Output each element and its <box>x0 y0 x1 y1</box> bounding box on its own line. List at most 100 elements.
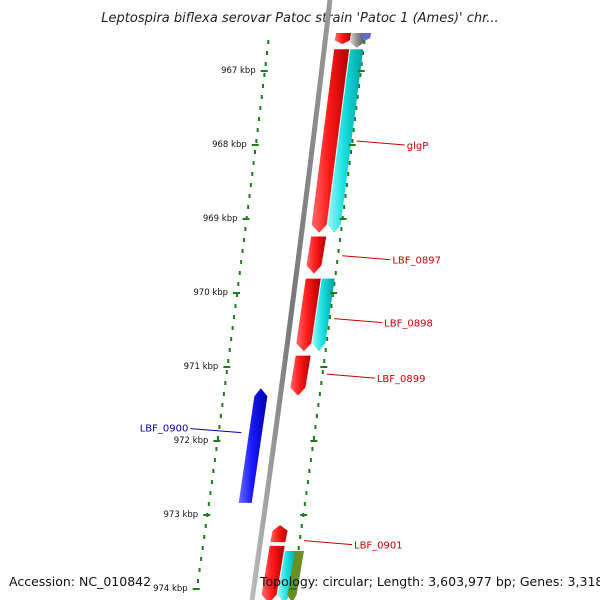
left-guide-dot <box>209 491 212 495</box>
right-guide-dot <box>326 337 329 341</box>
left-guide-dot <box>247 205 250 209</box>
right-guide-dot <box>345 183 348 187</box>
tick-marks: 967 kbp 968 kbp 969 kbp 970 kbp 971 kbp 972 k… <box>153 66 365 594</box>
gene-feature-rev-cds <box>238 388 268 503</box>
gene-label: LBF_0901 <box>354 541 403 552</box>
right-guide-dot <box>337 249 340 253</box>
gene-feature-fwd-cds <box>311 49 350 233</box>
gene-feature-fwd-cds <box>261 545 285 600</box>
tick-mark <box>339 218 347 220</box>
left-guide-dot <box>230 337 233 341</box>
tick-label: 972 kbp <box>174 436 209 446</box>
right-guide-dot <box>354 117 357 121</box>
gene-feature-fwd-cds <box>296 278 321 352</box>
right-guide-dot <box>331 293 334 297</box>
left-guide-dot <box>240 260 243 264</box>
left-guide-dot <box>207 502 210 506</box>
left-guide-dot <box>224 381 227 385</box>
right-guide-dot <box>336 260 339 264</box>
right-guide-dot <box>333 282 336 286</box>
right-guide-dot <box>329 315 332 319</box>
left-guide-dot <box>198 568 201 572</box>
right-guide-dot <box>309 458 312 462</box>
left-guide-dot <box>201 546 204 550</box>
right-guide-dot <box>330 304 333 308</box>
right-guide-dot <box>360 62 363 66</box>
tick-label: 969 kbp <box>203 214 238 224</box>
gene-feature-fwd-gene <box>277 551 298 600</box>
accession-text: Accession: NC_010842 <box>9 574 152 589</box>
right-guide-dot <box>350 150 352 154</box>
left-guide-dot <box>210 480 213 484</box>
left-guide-dot <box>264 62 267 66</box>
left-guide-dot <box>244 227 247 231</box>
left-guide-dot <box>256 128 259 132</box>
right-guide-dot <box>312 436 315 440</box>
right-guide-dot <box>351 139 354 143</box>
right-guide-dot <box>305 491 308 495</box>
right-guide-dot <box>334 271 337 275</box>
right-guide-dot <box>324 348 327 352</box>
right-guide-dot <box>343 205 346 209</box>
tick-mark <box>251 144 259 146</box>
left-guide-dot <box>204 524 207 528</box>
right-guide-dot <box>303 502 306 506</box>
left-guide-dot <box>234 304 237 308</box>
label-leader-line <box>334 318 383 324</box>
genome-stats-text: Topology: circular; Length: 3,603,977 bp… <box>260 574 600 589</box>
tick-mark <box>213 440 221 442</box>
gene-label: LBF_0899 <box>377 374 426 385</box>
tick-mark <box>310 440 318 442</box>
left-guide-dot <box>200 557 203 561</box>
label-leader-line <box>356 140 405 146</box>
left-guide-dot <box>233 315 236 319</box>
left-guide-dot <box>242 238 245 242</box>
right-guide-dot <box>308 469 311 473</box>
gc-guide-lines <box>197 40 366 583</box>
tick-mark <box>203 514 211 516</box>
left-guide-dot <box>260 95 263 99</box>
left-guide-dot <box>231 326 234 330</box>
right-guide-dot <box>356 95 359 99</box>
right-guide-dot <box>352 128 355 132</box>
tick-label: 974 kbp <box>153 584 188 594</box>
label-leader-line <box>190 428 242 434</box>
left-guide-dot <box>267 40 270 44</box>
right-guide-dot <box>340 227 343 231</box>
left-guide-dot <box>241 249 244 253</box>
backbone-line <box>249 0 333 600</box>
tick-mark <box>260 70 268 72</box>
left-guide-dot <box>225 370 228 374</box>
gene-feature-fwd-gene <box>350 33 366 48</box>
left-guide-dot <box>258 117 261 121</box>
gene-feature-fwd-misc <box>361 33 372 41</box>
left-guide-dot <box>262 84 265 88</box>
left-guide-dot <box>259 106 262 110</box>
right-guide-dot <box>347 172 350 176</box>
label-leader-line <box>326 373 375 379</box>
tick-mark <box>320 366 328 368</box>
right-guide-dot <box>361 51 364 55</box>
left-guide-dot <box>252 161 255 165</box>
tick-mark <box>289 588 297 590</box>
right-guide-dot <box>314 425 317 429</box>
backbone <box>249 0 333 600</box>
tick-label: 967 kbp <box>221 66 256 76</box>
right-guide-dot <box>348 161 351 165</box>
tick-label: 968 kbp <box>212 140 247 150</box>
label-leader-line <box>342 255 391 261</box>
left-guide-dot <box>251 172 254 176</box>
gene-feature-fwd-cds <box>290 355 311 396</box>
left-guide-dot <box>216 436 219 440</box>
map-title: Leptospira biflexa serovar Patoc strain … <box>101 11 498 26</box>
gene-feature-fwd-cds <box>270 525 288 543</box>
right-guide-dot <box>358 84 361 88</box>
gene-label: LBF_0900 <box>140 424 189 435</box>
left-guide-dot <box>263 73 266 77</box>
right-guide-dot <box>315 414 318 418</box>
gene-feature-fwd-misc <box>287 551 304 600</box>
tick-label: 970 kbp <box>193 288 228 298</box>
left-guide-dot <box>254 150 256 154</box>
feature-track <box>238 33 372 600</box>
